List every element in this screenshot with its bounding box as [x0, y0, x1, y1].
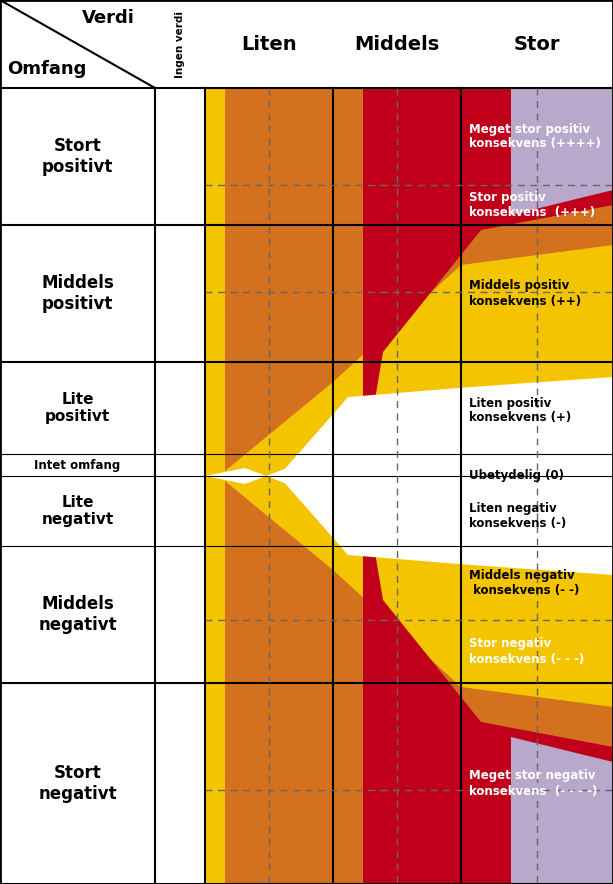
Text: Stort
negativt: Stort negativt: [38, 764, 117, 803]
Polygon shape: [511, 737, 613, 884]
Polygon shape: [511, 88, 613, 215]
Polygon shape: [205, 377, 613, 575]
Polygon shape: [225, 88, 613, 471]
Bar: [0, 0, 613, 88]
Polygon shape: [205, 88, 613, 884]
Text: Liten negativ
konsekvens (-): Liten negativ konsekvens (-): [469, 502, 566, 530]
Text: Ubetydelig (0): Ubetydelig (0): [469, 469, 564, 482]
Text: Omfang: Omfang: [7, 59, 86, 78]
Text: Ingen verdi: Ingen verdi: [175, 11, 185, 78]
Text: Middels positiv
konsekvens (++): Middels positiv konsekvens (++): [469, 279, 581, 308]
Text: Lite
negativt: Lite negativt: [41, 495, 113, 527]
Polygon shape: [205, 88, 613, 476]
Text: Liten: Liten: [241, 34, 297, 54]
Polygon shape: [363, 481, 613, 884]
Text: Middels
positivt: Middels positivt: [41, 274, 114, 313]
Polygon shape: [225, 481, 613, 884]
Polygon shape: [205, 476, 613, 884]
Text: Stor negativ
konsekvens (- - -): Stor negativ konsekvens (- - -): [469, 637, 584, 666]
Text: Stort
positivt: Stort positivt: [42, 137, 113, 176]
Text: Lite
positivt: Lite positivt: [45, 392, 110, 424]
Text: Meget stor positiv
konsekvens (++++): Meget stor positiv konsekvens (++++): [469, 123, 601, 150]
Polygon shape: [205, 88, 613, 484]
Polygon shape: [205, 468, 613, 884]
Text: Liten positiv
konsekvens (+): Liten positiv konsekvens (+): [469, 397, 571, 424]
Polygon shape: [363, 88, 613, 471]
Text: Meget stor negativ
konsekvens  (- - - -): Meget stor negativ konsekvens (- - - -): [469, 769, 598, 797]
Text: Middels
negativt: Middels negativt: [38, 595, 117, 634]
Text: Middels negativ
 konsekvens (- -): Middels negativ konsekvens (- -): [469, 569, 579, 597]
Text: Verdi: Verdi: [82, 9, 135, 27]
Text: Middels: Middels: [354, 34, 440, 54]
Text: Stor: Stor: [514, 34, 560, 54]
Text: Intet omfang: Intet omfang: [34, 459, 121, 471]
Text: Stor positiv
konsekvens  (+++): Stor positiv konsekvens (+++): [469, 191, 595, 219]
